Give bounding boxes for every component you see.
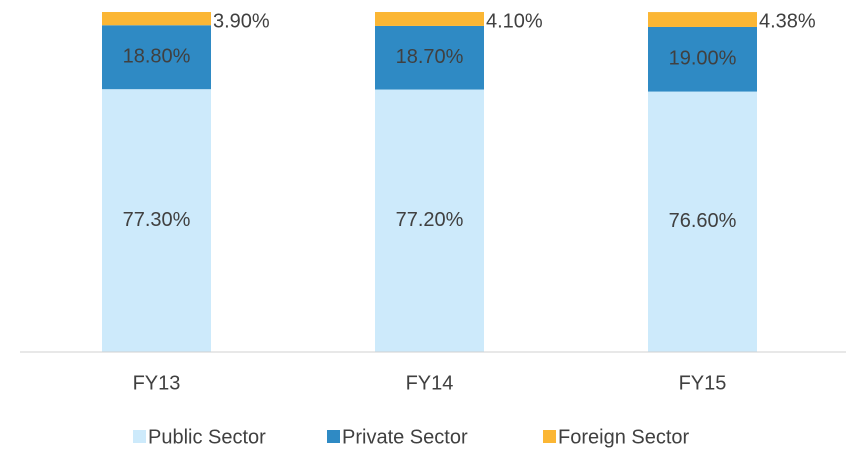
data-label: 18.70% [396, 46, 464, 68]
bar-segment [648, 12, 757, 27]
data-label: 77.30% [123, 209, 191, 231]
bar-segment [375, 89, 484, 353]
data-label: 77.20% [396, 209, 464, 231]
bar-segment [102, 12, 211, 26]
bar-segment [375, 25, 484, 90]
bar-segment [648, 26, 757, 92]
legend-swatch [543, 430, 556, 443]
x-tick-label: FY14 [406, 372, 454, 394]
data-label: 19.00% [669, 48, 737, 70]
data-label: 4.10% [486, 10, 543, 32]
data-label: 4.38% [759, 10, 816, 32]
data-label: 3.90% [213, 10, 270, 32]
legend-label: Foreign Sector [558, 426, 690, 448]
legend-swatch [327, 430, 340, 443]
legend-label: Private Sector [342, 426, 468, 448]
x-tick-label: FY13 [133, 372, 181, 394]
bar-segment [648, 91, 757, 352]
bar-segment [375, 12, 484, 26]
data-label: 76.60% [669, 210, 737, 232]
data-label: 18.80% [123, 46, 191, 68]
x-tick-label: FY15 [679, 372, 727, 394]
bar-segment [102, 25, 211, 90]
legend-label: Public Sector [148, 426, 266, 448]
bar-segment [102, 89, 211, 353]
legend-swatch [133, 430, 146, 443]
